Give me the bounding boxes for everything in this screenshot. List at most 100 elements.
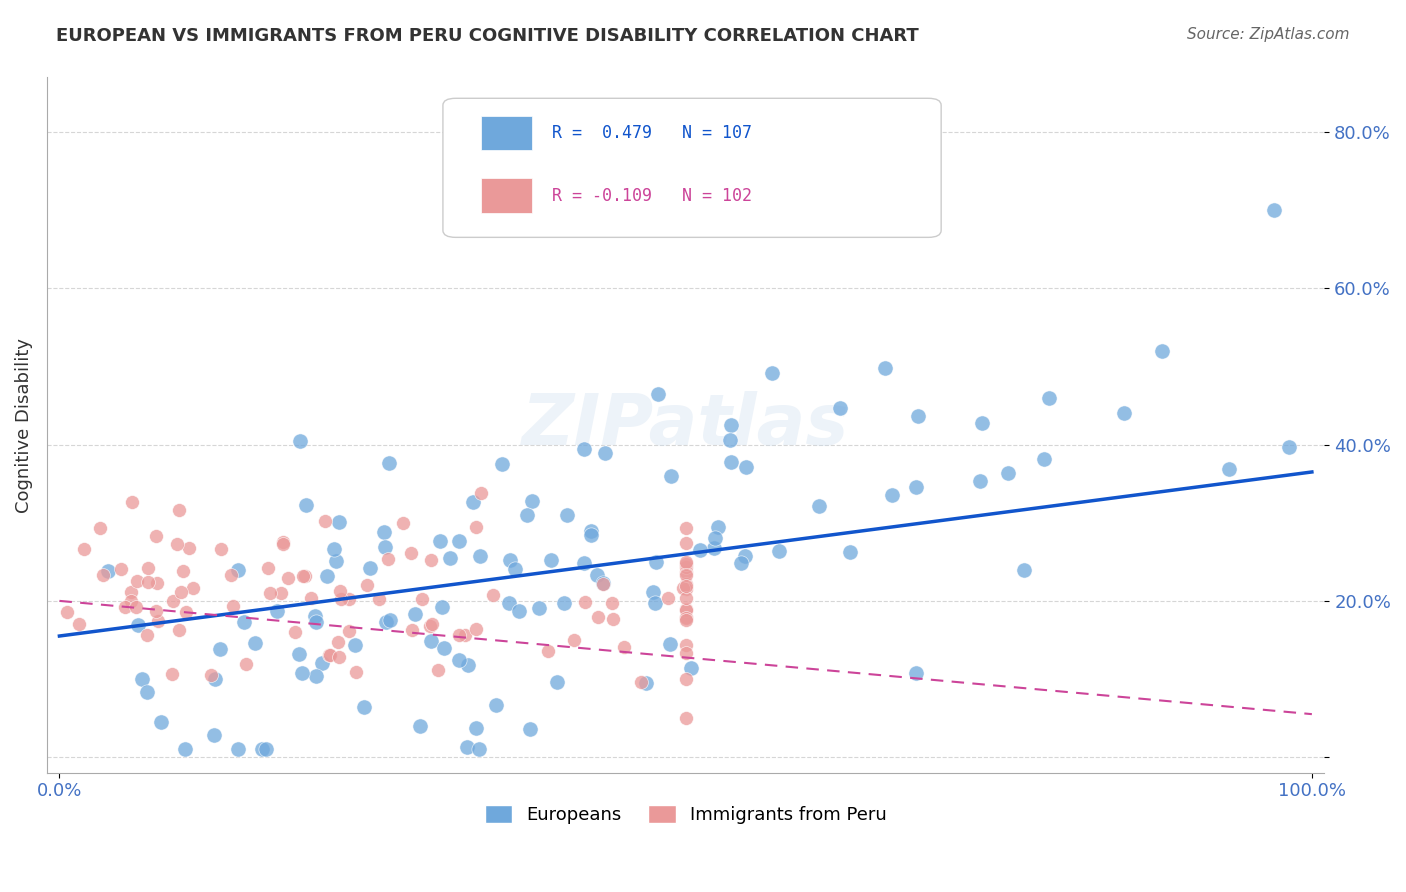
Point	[630, 675, 652, 690]
Point	[136, 574, 159, 589]
Point	[124, 599, 146, 614]
Point	[254, 742, 277, 756]
Point	[89, 521, 111, 535]
Point	[174, 742, 197, 756]
Point	[519, 722, 541, 736]
Point	[299, 591, 322, 605]
Point	[160, 667, 183, 681]
Point	[644, 596, 666, 610]
Point	[498, 596, 520, 610]
Point	[177, 541, 200, 556]
Point	[277, 571, 299, 585]
Point	[972, 416, 994, 430]
Point	[391, 516, 413, 530]
Text: EUROPEAN VS IMMIGRANTS FROM PERU COGNITIVE DISABILITY CORRELATION CHART: EUROPEAN VS IMMIGRANTS FROM PERU COGNITI…	[56, 27, 920, 45]
Point	[367, 592, 389, 607]
Point	[1150, 343, 1173, 358]
Point	[145, 604, 167, 618]
Point	[314, 514, 336, 528]
Point	[120, 594, 142, 608]
Point	[659, 637, 682, 651]
Point	[401, 546, 423, 560]
Point	[555, 508, 578, 522]
Point	[222, 599, 245, 614]
Point	[209, 541, 232, 556]
Point	[581, 528, 603, 542]
Point	[208, 642, 231, 657]
Point	[166, 537, 188, 551]
Point	[730, 556, 752, 570]
Point	[470, 486, 492, 500]
Point	[907, 409, 929, 423]
FancyBboxPatch shape	[443, 98, 941, 237]
Point	[675, 613, 697, 627]
Point	[675, 536, 697, 550]
Point	[401, 623, 423, 637]
Point	[592, 575, 614, 590]
Point	[537, 643, 560, 657]
Point	[162, 594, 184, 608]
Point	[675, 609, 697, 624]
Point	[250, 742, 273, 756]
Point	[481, 588, 503, 602]
Point	[145, 529, 167, 543]
Point	[226, 563, 249, 577]
Point	[1263, 203, 1285, 218]
Point	[148, 614, 170, 628]
Point	[675, 711, 697, 725]
Point	[378, 456, 401, 470]
Point	[150, 714, 173, 729]
Point	[675, 521, 697, 535]
Point	[522, 493, 544, 508]
Point	[1218, 462, 1240, 476]
Point	[706, 520, 728, 534]
Point	[326, 634, 349, 648]
Point	[167, 623, 190, 637]
Point	[110, 562, 132, 576]
Point	[735, 459, 758, 474]
Point	[243, 636, 266, 650]
Point	[527, 601, 550, 615]
Point	[270, 586, 292, 600]
Point	[675, 582, 697, 596]
Point	[564, 632, 586, 647]
Point	[373, 525, 395, 540]
Point	[457, 657, 479, 672]
Point	[127, 617, 149, 632]
Point	[720, 417, 742, 432]
Point	[170, 585, 193, 599]
Point	[356, 577, 378, 591]
Point	[409, 719, 432, 733]
Text: R = -0.109   N = 102: R = -0.109 N = 102	[551, 186, 751, 204]
Point	[288, 647, 311, 661]
Point	[135, 628, 157, 642]
Point	[574, 595, 596, 609]
Point	[344, 665, 367, 680]
Point	[503, 562, 526, 576]
Point	[55, 605, 77, 619]
Point	[325, 554, 347, 568]
Point	[271, 537, 294, 551]
Point	[288, 434, 311, 448]
Point	[675, 577, 697, 591]
Point	[449, 534, 471, 549]
Point	[429, 534, 451, 549]
Point	[120, 585, 142, 599]
Point	[449, 628, 471, 642]
Point	[420, 634, 443, 648]
Text: R =  0.479   N = 107: R = 0.479 N = 107	[551, 124, 751, 142]
Point	[259, 586, 281, 600]
Point	[1112, 406, 1135, 420]
Point	[839, 545, 862, 559]
Point	[602, 612, 624, 626]
Point	[572, 442, 595, 456]
Point	[734, 549, 756, 563]
Point	[641, 584, 664, 599]
Point	[485, 698, 508, 712]
Text: Source: ZipAtlas.com: Source: ZipAtlas.com	[1187, 27, 1350, 42]
Point	[1038, 391, 1060, 405]
Point	[404, 607, 426, 622]
FancyBboxPatch shape	[481, 178, 533, 213]
Point	[675, 566, 697, 580]
Point	[316, 569, 339, 583]
